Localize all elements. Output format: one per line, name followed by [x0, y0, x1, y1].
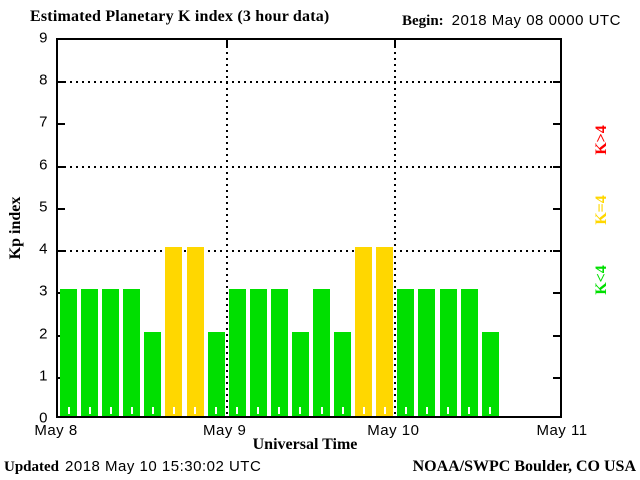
kp-bar — [355, 247, 373, 416]
x-axis-label: Universal Time — [252, 436, 358, 453]
kp-bar — [60, 289, 78, 416]
kp-bar — [228, 289, 246, 416]
legend-item-k-gt-4: K>4 — [593, 125, 610, 155]
y-axis-tick — [553, 207, 560, 210]
x-tick-label: May 10 — [367, 422, 420, 439]
bar-bottom-notch — [278, 407, 281, 414]
y-tick-label: 0 — [39, 409, 48, 427]
bar-bottom-notch — [236, 407, 239, 414]
kp-bar — [481, 331, 499, 416]
gridline-horizontal — [58, 165, 560, 168]
y-axis-tick — [58, 81, 65, 84]
y-axis-tick — [58, 165, 65, 168]
bar-bottom-notch — [194, 407, 197, 414]
legend-item-k-lt-4: K<4 — [593, 265, 610, 295]
kp-bar — [439, 289, 457, 416]
y-axis-tick — [58, 250, 65, 253]
y-tick-label: 6 — [39, 156, 48, 174]
kp-bar — [460, 289, 478, 416]
kp-bar — [270, 289, 288, 416]
bar-bottom-notch — [383, 407, 386, 414]
y-axis-tick — [553, 334, 560, 337]
y-tick-label: 5 — [39, 198, 48, 216]
y-axis-label: Kp index — [7, 196, 24, 260]
kp-bar — [144, 331, 162, 416]
plot-area — [56, 38, 562, 418]
kp-bar — [207, 331, 225, 416]
bar-bottom-notch — [215, 407, 218, 414]
page-title: Estimated Planetary K index (3 hour data… — [30, 8, 330, 25]
x-tick-label: May 8 — [34, 422, 78, 439]
begin-row: Begin: 2018 May 08 0000 UTC — [402, 12, 621, 30]
y-axis-tick — [553, 165, 560, 168]
y-tick-label: 2 — [39, 325, 48, 343]
bar-bottom-notch — [257, 407, 260, 414]
bar-bottom-notch — [130, 407, 133, 414]
y-tick-label: 9 — [39, 29, 48, 47]
bar-bottom-notch — [109, 407, 112, 414]
footer-credit: NOAA/SWPC Boulder, CO USA — [412, 458, 636, 475]
y-axis-tick — [58, 207, 65, 210]
x-axis-top-tick — [394, 40, 397, 47]
bar-bottom-notch — [341, 407, 344, 414]
y-axis-tick — [58, 123, 65, 126]
kp-bar — [418, 289, 436, 416]
y-tick-label: 7 — [39, 113, 48, 131]
bar-bottom-notch — [404, 407, 407, 414]
y-tick-label: 8 — [39, 71, 48, 89]
bar-bottom-notch — [362, 407, 365, 414]
gridline-horizontal — [58, 250, 560, 253]
bar-bottom-notch — [151, 407, 154, 414]
bar-bottom-notch — [489, 407, 492, 414]
kp-bar — [123, 289, 141, 416]
kp-bar — [334, 331, 352, 416]
kp-bar — [81, 289, 99, 416]
y-tick-label: 3 — [39, 282, 48, 300]
bar-bottom-notch — [425, 407, 428, 414]
y-axis-tick — [553, 81, 560, 84]
bar-bottom-notch — [172, 407, 175, 414]
kp-bar — [397, 289, 415, 416]
x-tick-label: May 11 — [536, 422, 588, 439]
kp-bar — [102, 289, 120, 416]
kp-bar — [313, 289, 331, 416]
begin-label: Begin: — [402, 13, 444, 29]
y-axis-tick — [553, 376, 560, 379]
bar-bottom-notch — [88, 407, 91, 414]
y-axis-tick — [553, 250, 560, 253]
gridline-vertical — [225, 40, 228, 416]
y-axis-tick — [553, 123, 560, 126]
gridline-vertical — [394, 40, 397, 416]
kp-bar — [165, 247, 183, 416]
kp-bar — [186, 247, 204, 416]
bar-bottom-notch — [468, 407, 471, 414]
footer-updated: Updated 2018 May 10 15:30:02 UTC — [4, 458, 261, 476]
updated-label: Updated — [4, 459, 60, 475]
kp-bar — [291, 331, 309, 416]
begin-value: 2018 May 08 0000 UTC — [451, 12, 621, 29]
bar-bottom-notch — [67, 407, 70, 414]
x-axis-top-tick — [225, 40, 228, 47]
updated-value: 2018 May 10 15:30:02 UTC — [65, 458, 262, 475]
bar-bottom-notch — [299, 407, 302, 414]
y-tick-label: 1 — [39, 367, 48, 385]
kp-bar — [376, 247, 394, 416]
bar-bottom-notch — [320, 407, 323, 414]
kp-bar — [249, 289, 267, 416]
gridline-horizontal — [58, 81, 560, 84]
x-tick-label: May 9 — [202, 422, 247, 439]
y-tick-label: 4 — [39, 240, 48, 258]
legend-item-k-eq-4: K=4 — [593, 195, 610, 225]
y-axis-tick — [553, 292, 560, 295]
bar-bottom-notch — [447, 407, 450, 414]
